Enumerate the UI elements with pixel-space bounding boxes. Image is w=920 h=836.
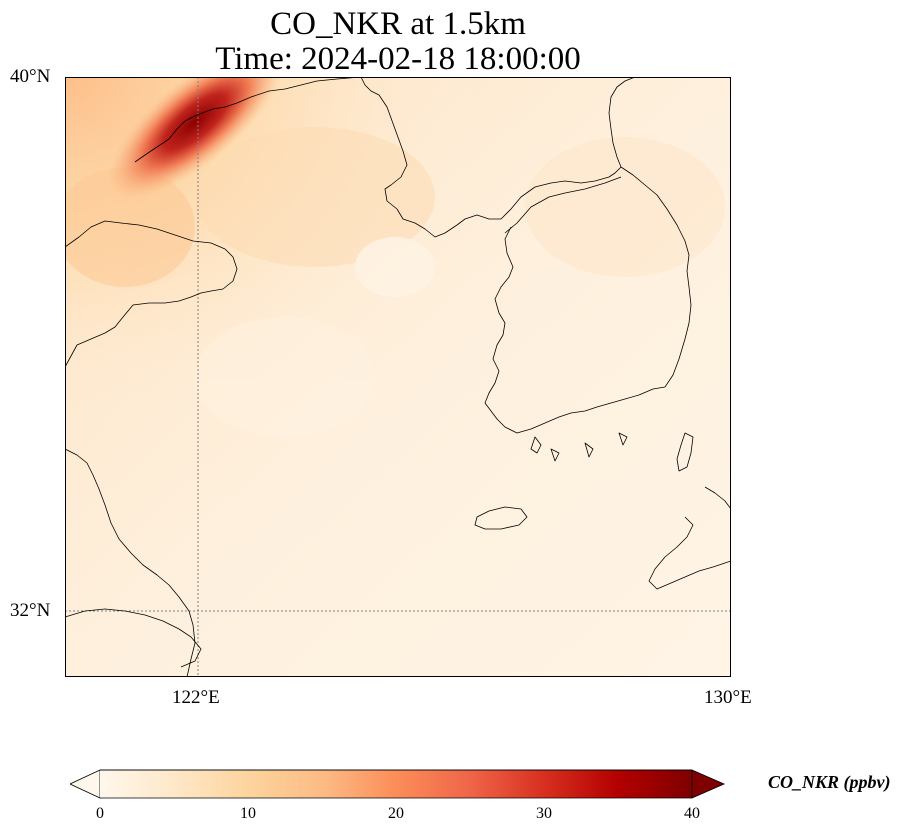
- colorbar-tick-30: 30: [536, 805, 552, 822]
- colorbar-tick-0: 0: [96, 805, 104, 822]
- lat-tick-32n: 32°N: [10, 600, 51, 621]
- colorbar-label: CO_NKR (ppbv): [768, 772, 891, 792]
- lat-tick-40n: 40°N: [10, 66, 51, 87]
- gridlines: [65, 77, 731, 677]
- map-title: CO_NKR at 1.5km: [270, 6, 526, 42]
- map-frame: [65, 77, 731, 677]
- map-subtitle-time: Time: 2024-02-18 18:00:00: [215, 41, 581, 77]
- coast-china-east: [65, 448, 196, 677]
- colorbar-extend-low: [70, 769, 101, 799]
- coast-north-korea-east: [608, 77, 636, 168]
- lon-tick-122e: 122°E: [172, 687, 220, 708]
- coastlines: [65, 77, 731, 677]
- colorbar: [70, 769, 725, 799]
- concentration-map: [65, 77, 731, 677]
- colorbar-tick-20: 20: [388, 805, 404, 822]
- colorbar-tick-10: 10: [240, 805, 256, 822]
- island-jeju: [474, 506, 528, 530]
- island-tsushima: [676, 432, 694, 472]
- coast-korea-west: [484, 226, 666, 434]
- colorbar-extend-high: [691, 769, 725, 799]
- colorbar-tick-40: 40: [684, 805, 700, 822]
- coast-liaodong: [134, 77, 362, 163]
- coast-korea-bay: [360, 77, 622, 238]
- coast-bohai-north: [65, 220, 238, 368]
- coast-korea-east: [620, 166, 692, 388]
- lon-tick-130e: 130°E: [704, 687, 752, 708]
- coast-yangtze: [65, 608, 202, 668]
- coast-dmz-boundary: [504, 176, 622, 234]
- colorbar-gradient: [100, 770, 692, 798]
- islands-south-korea: [530, 432, 628, 462]
- field-patches: [65, 127, 725, 437]
- coast-kyushu: [648, 486, 731, 590]
- field-hotspot: [106, 77, 284, 200]
